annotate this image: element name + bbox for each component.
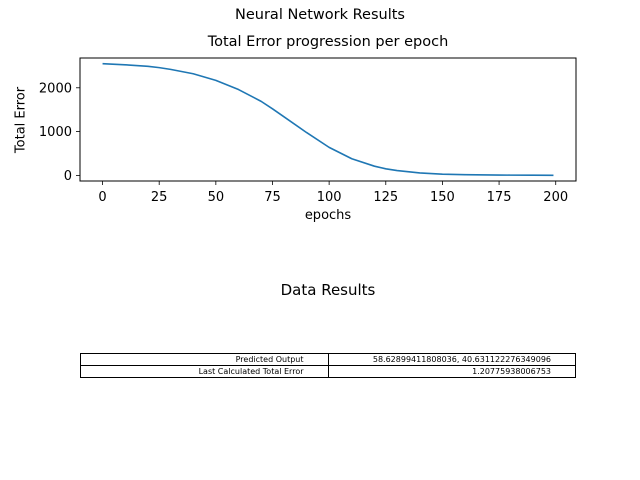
x-tick-label: 50 bbox=[208, 190, 225, 205]
y-tick-label: 0 bbox=[64, 169, 72, 184]
predicted-output-value: 58.62899411808036, 40.631122276349096 bbox=[327, 353, 576, 366]
plot-frame bbox=[79, 57, 577, 182]
data-results-title: Data Results bbox=[280, 281, 376, 299]
x-axis-label: epochs bbox=[304, 208, 352, 223]
x-tick-label: 200 bbox=[543, 190, 568, 205]
predicted-output-label: Predicted Output bbox=[80, 353, 329, 366]
y-tick-label: 1000 bbox=[39, 125, 72, 140]
total-error-label: Last Calculated Total Error bbox=[80, 365, 329, 378]
x-tick-label: 100 bbox=[317, 190, 342, 205]
table-row: Predicted Output 58.62899411808036, 40.6… bbox=[80, 353, 576, 366]
figure-suptitle: Neural Network Results bbox=[235, 7, 405, 23]
total-error-value: 1.20775938006753 bbox=[327, 365, 576, 378]
y-axis-label: Total Error bbox=[13, 86, 29, 154]
chart-title: Total Error progression per epoch bbox=[207, 34, 449, 50]
x-tick-label: 75 bbox=[264, 190, 281, 205]
error-series-line bbox=[102, 62, 554, 177]
table-row: Last Calculated Total Error 1.2077593800… bbox=[80, 365, 576, 378]
y-tick-label: 2000 bbox=[39, 81, 72, 96]
x-tick-label: 125 bbox=[373, 190, 398, 205]
results-table: Predicted Output 58.62899411808036, 40.6… bbox=[80, 353, 576, 378]
x-tick-label: 25 bbox=[151, 190, 168, 205]
x-tick-label: 0 bbox=[98, 190, 106, 205]
x-tick-label: 175 bbox=[487, 190, 512, 205]
x-tick-label: 150 bbox=[430, 190, 455, 205]
